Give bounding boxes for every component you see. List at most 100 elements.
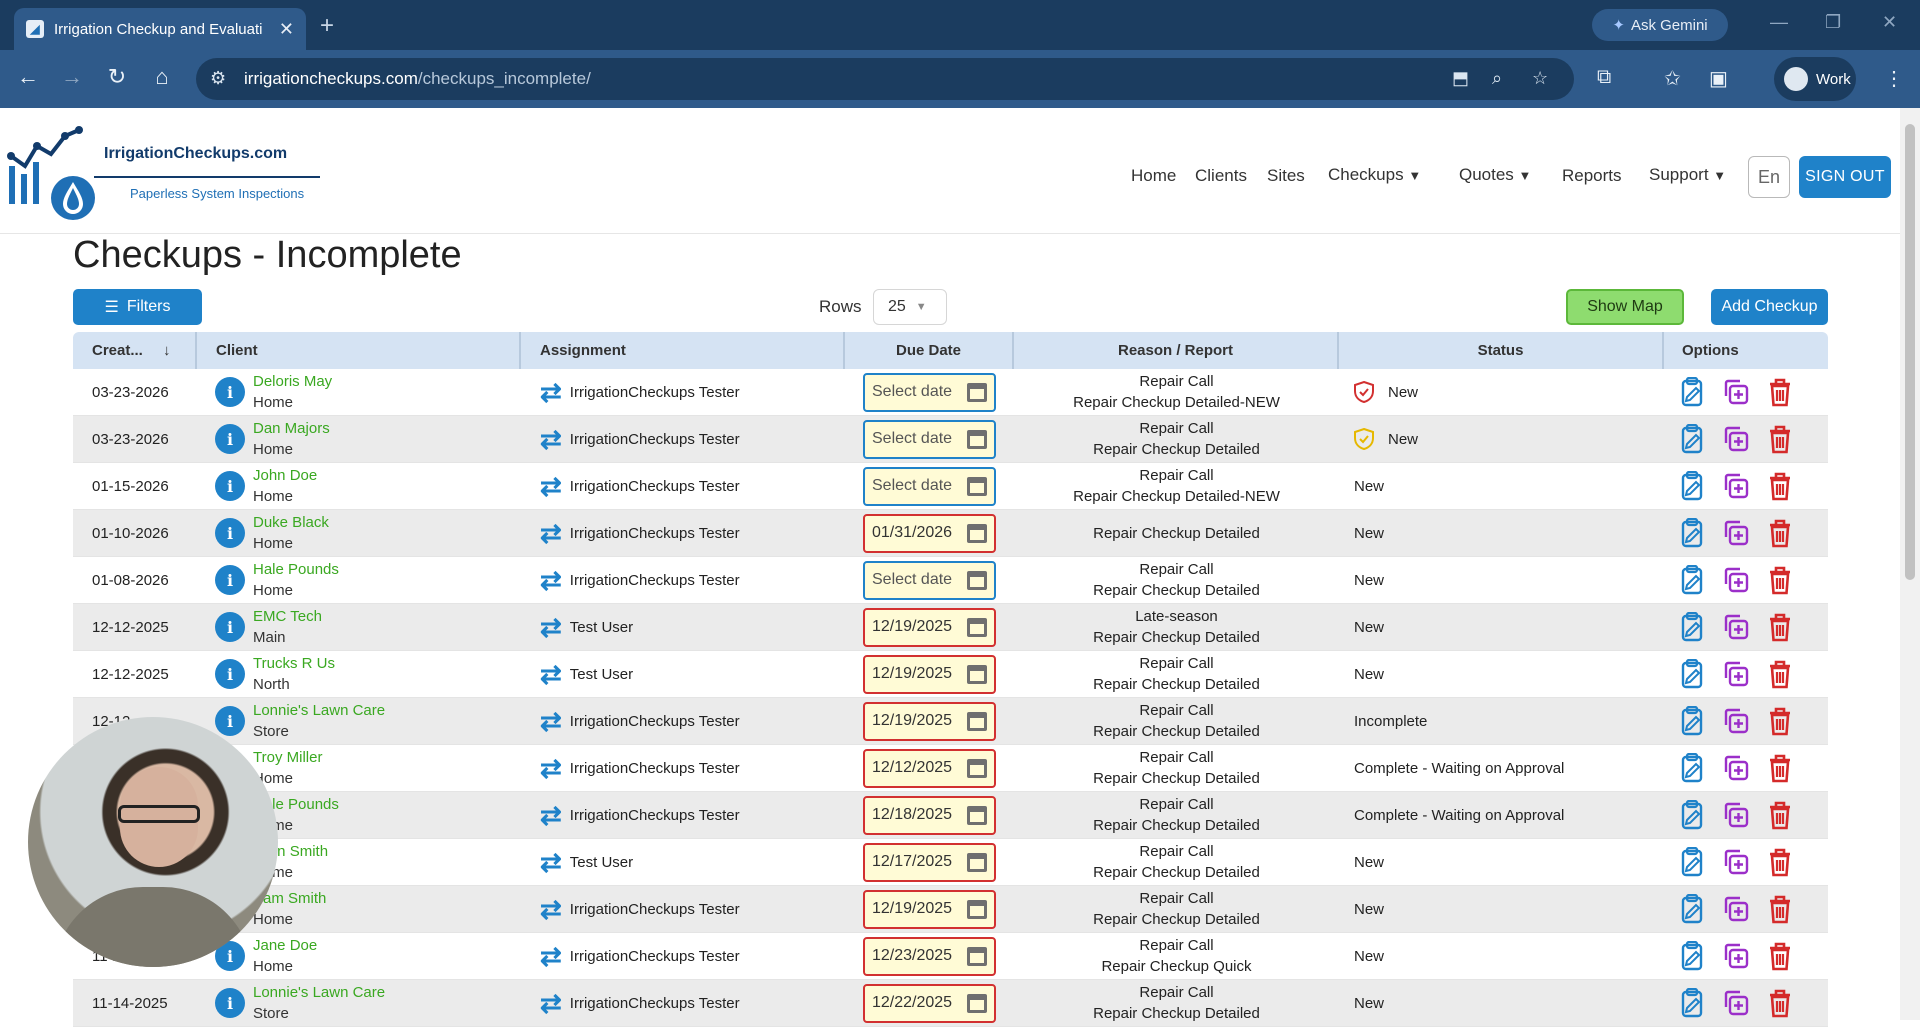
due-date-picker[interactable]: 12/23/2025 [863, 936, 996, 976]
edit-checkup-icon[interactable] [1677, 565, 1707, 595]
edit-checkup-icon[interactable] [1677, 847, 1707, 877]
due-date-picker[interactable]: Select date [863, 372, 996, 412]
delete-icon[interactable] [1765, 753, 1795, 783]
show-map-button[interactable]: Show Map [1566, 289, 1684, 325]
edit-checkup-icon[interactable] [1677, 471, 1707, 501]
due-date-picker[interactable]: 12/19/2025 [863, 889, 996, 929]
client-link[interactable]: Hale Pounds [253, 561, 339, 578]
due-date-picker[interactable]: 01/31/2026 [863, 513, 996, 553]
client-link[interactable]: Deloris May [253, 373, 333, 390]
client-link[interactable]: John Doe [253, 467, 318, 484]
duplicate-icon[interactable] [1721, 800, 1751, 830]
delete-icon[interactable] [1765, 424, 1795, 454]
info-icon[interactable]: i [215, 706, 245, 736]
duplicate-icon[interactable] [1721, 424, 1751, 454]
scrollbar-thumb[interactable] [1905, 124, 1915, 580]
delete-icon[interactable] [1765, 988, 1795, 1018]
client-link[interactable]: Sam Smith [253, 890, 327, 907]
info-icon[interactable]: i [215, 377, 245, 407]
duplicate-icon[interactable] [1721, 894, 1751, 924]
cast-icon[interactable]: ▣ [1709, 68, 1728, 90]
site-info-icon[interactable]: ⚙ [210, 68, 227, 88]
reassign-icon[interactable]: ⇄ [540, 987, 562, 1018]
client-link[interactable]: Lonnie's Lawn Care [253, 984, 386, 1001]
close-tab-icon[interactable]: ✕ [278, 18, 294, 39]
due-date-picker[interactable]: 12/19/2025 [863, 701, 996, 741]
duplicate-icon[interactable] [1721, 941, 1751, 971]
client-link[interactable]: Duke Black [253, 514, 329, 531]
client-link[interactable]: Jane Doe [253, 937, 318, 954]
client-link[interactable]: Trucks R Us [253, 655, 335, 672]
due-date-picker[interactable]: Select date [863, 419, 996, 459]
delete-icon[interactable] [1765, 471, 1795, 501]
info-icon[interactable]: i [215, 518, 245, 548]
delete-icon[interactable] [1765, 518, 1795, 548]
nav-checkups[interactable]: Checkups ▼ [1328, 165, 1421, 185]
reassign-icon[interactable]: ⇄ [540, 940, 562, 971]
edit-checkup-icon[interactable] [1677, 941, 1707, 971]
extensions-icon[interactable]: ⧉ [1597, 66, 1612, 88]
duplicate-icon[interactable] [1721, 565, 1751, 595]
reassign-icon[interactable]: ⇄ [540, 470, 562, 501]
nav-clients[interactable]: Clients [1195, 166, 1247, 185]
edit-checkup-icon[interactable] [1677, 800, 1707, 830]
due-date-picker[interactable]: 12/19/2025 [863, 654, 996, 694]
edit-checkup-icon[interactable] [1677, 706, 1707, 736]
due-date-picker[interactable]: Select date [863, 560, 996, 600]
column-header-due-date[interactable]: Due Date [845, 332, 1014, 369]
logo-title[interactable]: IrrigationCheckups.com [104, 145, 288, 162]
reassign-icon[interactable]: ⇄ [540, 517, 562, 548]
client-link[interactable]: Troy Miller [253, 749, 323, 766]
client-link[interactable]: Lonnie's Lawn Care [253, 702, 386, 719]
add-checkup-button[interactable]: Add Checkup [1711, 289, 1828, 325]
edit-checkup-icon[interactable] [1677, 988, 1707, 1018]
home-icon[interactable]: ⌂ [155, 64, 169, 89]
client-link[interactable]: EMC Tech [253, 608, 322, 625]
logo-icon[interactable] [5, 126, 95, 226]
nav-home[interactable]: Home [1131, 166, 1177, 185]
reassign-icon[interactable]: ⇄ [540, 846, 562, 877]
delete-icon[interactable] [1765, 800, 1795, 830]
delete-icon[interactable] [1765, 847, 1795, 877]
delete-icon[interactable] [1765, 706, 1795, 736]
new-tab-button[interactable]: + [320, 12, 335, 39]
duplicate-icon[interactable] [1721, 612, 1751, 642]
edit-checkup-icon[interactable] [1677, 894, 1707, 924]
edit-checkup-icon[interactable] [1677, 424, 1707, 454]
nav-support[interactable]: Support ▼ [1649, 165, 1726, 185]
delete-icon[interactable] [1765, 377, 1795, 407]
restore-icon[interactable]: ❐ [1825, 12, 1842, 32]
ask-gemini-button[interactable]: ✦ Ask Gemini [1592, 9, 1728, 41]
reassign-icon[interactable]: ⇄ [540, 893, 562, 924]
delete-icon[interactable] [1765, 894, 1795, 924]
reassign-icon[interactable]: ⇄ [540, 658, 562, 689]
edit-checkup-icon[interactable] [1677, 518, 1707, 548]
reassign-icon[interactable]: ⇄ [540, 564, 562, 595]
column-header-assignment[interactable]: Assignment [521, 332, 845, 369]
back-icon[interactable]: ← [17, 64, 39, 89]
reload-icon[interactable]: ↻ [107, 64, 127, 89]
duplicate-icon[interactable] [1721, 518, 1751, 548]
delete-icon[interactable] [1765, 941, 1795, 971]
duplicate-icon[interactable] [1721, 659, 1751, 689]
delete-icon[interactable] [1765, 612, 1795, 642]
due-date-picker[interactable]: 12/22/2025 [863, 983, 996, 1023]
duplicate-icon[interactable] [1721, 753, 1751, 783]
column-header-created[interactable]: Creat... ↓ [73, 332, 197, 369]
due-date-picker[interactable]: 12/18/2025 [863, 795, 996, 835]
due-date-picker[interactable]: 12/17/2025 [863, 842, 996, 882]
reassign-icon[interactable]: ⇄ [540, 423, 562, 454]
favorites-icon[interactable]: ✩ [1664, 68, 1681, 90]
duplicate-icon[interactable] [1721, 471, 1751, 501]
bookmark-star-icon[interactable]: ☆ [1532, 68, 1549, 88]
duplicate-icon[interactable] [1721, 377, 1751, 407]
minimize-icon[interactable]: — [1770, 12, 1788, 32]
client-link[interactable]: Hale Pounds [253, 796, 339, 813]
address-bar[interactable]: ⚙ irrigationcheckups.com/checkups_incomp… [196, 58, 1574, 100]
duplicate-icon[interactable] [1721, 988, 1751, 1018]
reassign-icon[interactable]: ⇄ [540, 705, 562, 736]
filters-button[interactable]: ☰ Filters [73, 289, 202, 325]
rows-per-page-select[interactable]: 25 ▼ [873, 289, 947, 325]
info-icon[interactable]: i [215, 612, 245, 642]
due-date-picker[interactable]: Select date [863, 466, 996, 506]
